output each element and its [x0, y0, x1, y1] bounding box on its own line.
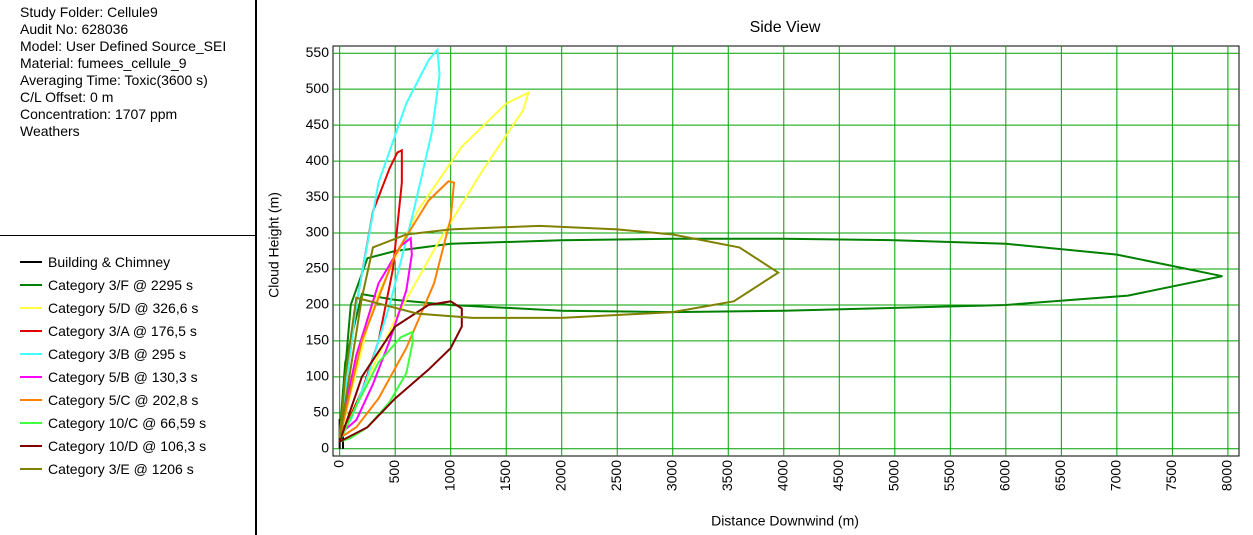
series-line [338, 236, 413, 436]
x-tick-label: 1500 [497, 460, 513, 491]
x-tick-label: 0 [330, 460, 346, 468]
series-line [338, 180, 456, 439]
y-tick-label: 250 [306, 260, 330, 276]
legend-label: Category 10/C @ 66,59 s [48, 414, 207, 431]
x-tick-label: 3500 [719, 460, 735, 491]
legend-label: Category 10/D @ 106,3 s [48, 437, 207, 454]
chart-title: Side View [750, 19, 821, 36]
y-axis-label: Cloud Height (m) [266, 192, 282, 298]
x-tick-label: 6000 [997, 460, 1013, 491]
legend-item: Category 10/C @ 66,59 s [0, 411, 255, 434]
legend-swatch [20, 352, 42, 355]
y-tick-label: 400 [306, 152, 330, 168]
legend-swatch [20, 260, 42, 263]
legend-label: Category 3/A @ 176,5 s [48, 322, 197, 339]
x-tick-label: 4000 [774, 460, 790, 491]
legend-item: Category 10/D @ 106,3 s [0, 434, 255, 457]
plot-area [332, 45, 1240, 457]
legend-item: Category 5/B @ 130,3 s [0, 365, 255, 388]
series-line [338, 237, 1223, 435]
x-tick-label: 5500 [941, 460, 957, 491]
legend-swatch [20, 444, 42, 447]
info-box: Study Folder: Cellule9 Audit No: 628036 Mo… [0, 0, 255, 236]
legend-label: Category 5/B @ 130,3 s [48, 368, 198, 385]
info-line: Concentration: 1707 ppm [20, 106, 178, 122]
x-tick-label: 1000 [441, 460, 457, 491]
legend-swatch [20, 329, 42, 332]
legend-label: Category 3/E @ 1206 s [48, 460, 194, 477]
y-tick-label: 500 [306, 80, 330, 96]
y-tick-label: 100 [306, 368, 330, 384]
info-line: Model: User Defined Source_SEI [20, 38, 227, 54]
x-axis-label: Distance Downwind (m) [711, 513, 859, 529]
legend-swatch [20, 283, 42, 286]
legend-swatch [20, 398, 42, 401]
legend-label: Category 3/B @ 295 s [48, 345, 186, 362]
y-tick-label: 300 [306, 224, 330, 240]
x-tick-label: 3000 [663, 460, 679, 491]
x-tick-label: 8000 [1219, 460, 1235, 491]
info-line: Material: fumees_cellule_9 [20, 55, 187, 71]
x-tick-label: 2000 [552, 460, 568, 491]
info-line: Audit No: 628036 [20, 21, 129, 37]
legend-item: Category 3/E @ 1206 s [0, 457, 255, 480]
legend: Building & Chimney Category 3/F @ 2295 s C… [0, 250, 255, 480]
info-line: Averaging Time: Toxic(3600 s) [20, 72, 208, 88]
x-tick-label: 5000 [886, 460, 902, 491]
info-line: Study Folder: Cellule9 [20, 4, 158, 20]
x-tick-label: 4500 [830, 460, 846, 491]
legend-label: Building & Chimney [48, 253, 171, 270]
legend-label: Category 5/D @ 326,6 s [48, 299, 199, 316]
y-tick-label: 550 [306, 44, 330, 60]
legend-label: Category 3/F @ 2295 s [48, 276, 193, 293]
y-tick-label: 450 [306, 116, 330, 132]
legend-item: Category 5/D @ 326,6 s [0, 296, 255, 319]
x-tick-label: 500 [386, 460, 402, 484]
legend-item: Category 3/A @ 176,5 s [0, 319, 255, 342]
legend-swatch [20, 421, 42, 424]
info-line: C/L Offset: 0 m [20, 89, 114, 105]
y-tick-label: 200 [306, 296, 330, 312]
x-tick-label: 7000 [1108, 460, 1124, 491]
x-tick-label: 2500 [608, 460, 624, 491]
legend-item: Category 3/B @ 295 s [0, 342, 255, 365]
legend-item: Category 5/C @ 202,8 s [0, 388, 255, 411]
legend-item: Building & Chimney [0, 250, 255, 273]
legend-swatch [20, 467, 42, 470]
y-tick-label: 150 [306, 332, 330, 348]
legend-swatch [20, 375, 42, 378]
legend-label: Category 5/C @ 202,8 s [48, 391, 199, 408]
y-tick-label: 350 [306, 188, 330, 204]
side-panel: Study Folder: Cellule9 Audit No: 628036 Mo… [0, 0, 257, 535]
x-tick-label: 6500 [1052, 460, 1068, 491]
legend-swatch [20, 306, 42, 309]
legend-item: Category 3/F @ 2295 s [0, 273, 255, 296]
series-line [338, 47, 441, 436]
info-line: Weathers [20, 123, 80, 139]
x-tick-label: 7500 [1163, 460, 1179, 491]
y-tick-label: 0 [321, 440, 329, 456]
series-line [338, 224, 781, 439]
y-tick-label: 50 [313, 404, 329, 420]
